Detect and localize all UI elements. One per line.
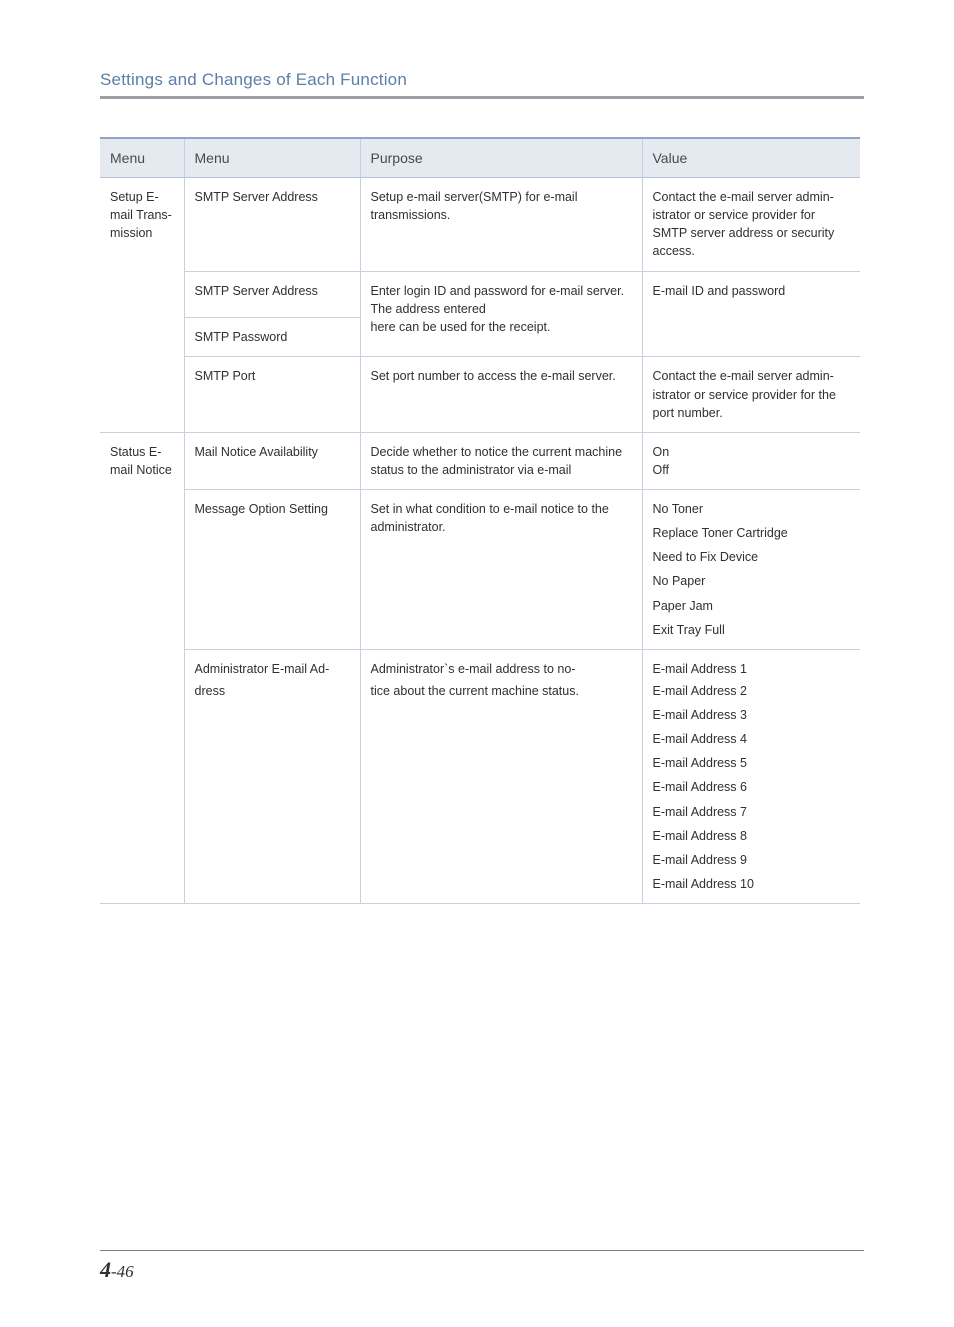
page-number-main: 4	[100, 1257, 111, 1282]
value-line: No Paper	[653, 572, 851, 590]
value-line: E-mail Address 4	[653, 730, 851, 748]
menu-cell: SMTP Port	[184, 357, 360, 432]
purpose-cell: Enter login ID and password for e-mail s…	[360, 271, 642, 318]
table-row: SMTP Server Address Enter login ID and p…	[100, 271, 860, 318]
menu-cell: SMTP Server Address	[184, 178, 360, 272]
value-line: E-mail Address 2	[653, 682, 851, 700]
value-line: E-mail Address 7	[653, 803, 851, 821]
table-row: dress tice about the current machine sta…	[100, 680, 860, 904]
value-line: Replace Toner Cartridge	[653, 524, 851, 542]
col-header-value: Value	[642, 138, 860, 178]
group-label-setup: Setup E-mail Trans-mission	[100, 178, 184, 433]
menu-cell: Administrator E-mail Ad-	[184, 649, 360, 680]
purpose-cell: Decide whether to notice the current mac…	[360, 432, 642, 489]
page-footer: 4-46	[100, 1250, 864, 1283]
value-line: Off	[653, 463, 669, 477]
purpose-cell: Administrator`s e-mail address to no-	[360, 649, 642, 680]
value-line: Paper Jam	[653, 597, 851, 615]
table-row: Administrator E-mail Ad- Administrator`s…	[100, 649, 860, 680]
value-line: E-mail Address 3	[653, 706, 851, 724]
heading-rule	[100, 96, 864, 99]
menu-cell: SMTP Password	[184, 318, 360, 357]
value-line: No Toner	[653, 500, 851, 518]
purpose-cell: Set in what condition to e-mail notice t…	[360, 490, 642, 650]
value-line: E-mail Address 6	[653, 778, 851, 796]
value-cell: E-mail Address 2 E-mail Address 3 E-mail…	[642, 680, 860, 904]
value-cell: Contact the e-mail server admin-istrator…	[642, 178, 860, 272]
purpose-cell: tice about the current machine status.	[360, 680, 642, 904]
table-row: Status E-mail Notice Mail Notice Availab…	[100, 432, 860, 489]
value-line: E-mail Address 9	[653, 851, 851, 869]
page-number-sub: -46	[111, 1262, 134, 1281]
table-row: SMTP Port Set port number to access the …	[100, 357, 860, 432]
table-header-row: Menu Menu Purpose Value	[100, 138, 860, 178]
col-header-menu1: Menu	[100, 138, 184, 178]
menu-cell: SMTP Server Address	[184, 271, 360, 318]
value-line: E-mail Address 8	[653, 827, 851, 845]
menu-cell: Message Option Setting	[184, 490, 360, 650]
value-line: Exit Tray Full	[653, 621, 851, 639]
value-cell: No Toner Replace Toner Cartridge Need to…	[642, 490, 860, 650]
value-cell: Contact the e-mail server admin-istrator…	[642, 357, 860, 432]
value-cell: E-mail ID and password	[642, 271, 860, 357]
section-heading: Settings and Changes of Each Function	[100, 70, 864, 90]
group-label-status: Status E-mail Notice	[100, 432, 184, 903]
value-line: E-mail Address 5	[653, 754, 851, 772]
value-cell: E-mail Address 1	[642, 649, 860, 680]
settings-table: Menu Menu Purpose Value Setup E-mail Tra…	[100, 137, 860, 904]
col-header-menu2: Menu	[184, 138, 360, 178]
purpose-cell: Setup e-mail server(SMTP) for e-mail tra…	[360, 178, 642, 272]
value-cell: On Off	[642, 432, 860, 489]
menu-cell: dress	[184, 680, 360, 904]
value-line: On	[653, 445, 670, 459]
purpose-cell: here can be used for the receipt.	[360, 318, 642, 357]
value-line: E-mail Address 10	[653, 875, 851, 893]
menu-cell: Mail Notice Availability	[184, 432, 360, 489]
col-header-purpose: Purpose	[360, 138, 642, 178]
footer-rule	[100, 1250, 864, 1251]
value-line: Need to Fix Device	[653, 548, 851, 566]
table-row: Setup E-mail Trans-mission SMTP Server A…	[100, 178, 860, 272]
page-number: 4-46	[100, 1257, 134, 1282]
table-row: Message Option Setting Set in what condi…	[100, 490, 860, 650]
purpose-cell: Set port number to access the e-mail ser…	[360, 357, 642, 432]
